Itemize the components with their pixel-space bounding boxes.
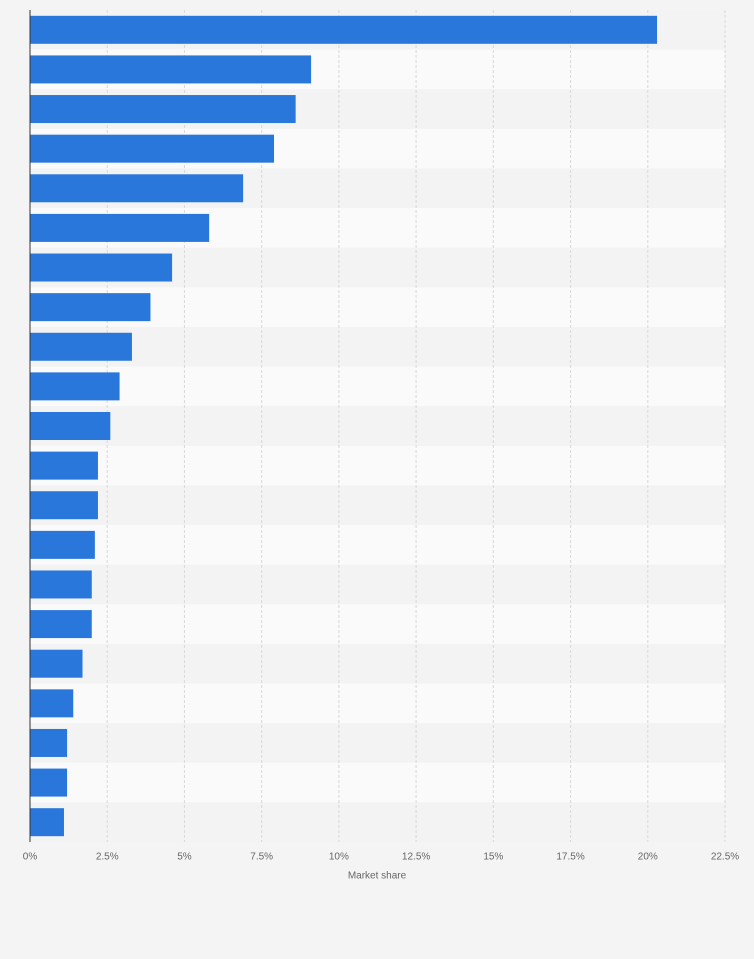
bar bbox=[30, 491, 98, 520]
x-tick-label: 20% bbox=[638, 852, 658, 863]
bar bbox=[30, 95, 296, 124]
bar bbox=[30, 570, 92, 599]
x-tick-label: 2.5% bbox=[96, 852, 119, 863]
x-tick-label: 22.5% bbox=[711, 852, 739, 863]
row-band bbox=[30, 723, 725, 763]
bar bbox=[30, 768, 68, 797]
row-band bbox=[30, 604, 725, 644]
bar bbox=[30, 451, 98, 480]
bar bbox=[30, 174, 244, 203]
bar bbox=[30, 808, 64, 837]
row-band bbox=[30, 366, 725, 407]
bar bbox=[30, 412, 111, 440]
x-tick-label: 5% bbox=[177, 852, 192, 863]
x-axis-label: Market share bbox=[348, 871, 407, 882]
row-band bbox=[30, 683, 725, 724]
row-band bbox=[30, 406, 725, 446]
bar bbox=[30, 293, 151, 322]
row-band bbox=[30, 643, 725, 684]
bar bbox=[30, 530, 95, 559]
bar bbox=[30, 372, 120, 401]
bar bbox=[30, 253, 173, 282]
bar bbox=[30, 15, 658, 44]
x-tick-label: 12.5% bbox=[402, 852, 430, 863]
bar bbox=[30, 213, 210, 242]
row-band bbox=[30, 762, 725, 803]
row-band bbox=[30, 485, 725, 526]
bar bbox=[30, 610, 92, 639]
row-band bbox=[30, 564, 725, 605]
bar bbox=[30, 649, 83, 678]
x-tick-label: 0% bbox=[23, 852, 38, 863]
row-band bbox=[30, 525, 725, 565]
bar bbox=[30, 134, 275, 163]
bar bbox=[30, 55, 312, 84]
bar bbox=[30, 689, 74, 718]
x-tick-label: 17.5% bbox=[556, 852, 584, 863]
bar bbox=[30, 332, 132, 361]
row-band bbox=[30, 326, 725, 367]
x-tick-label: 7.5% bbox=[250, 852, 273, 863]
x-tick-label: 10% bbox=[329, 852, 349, 863]
row-band bbox=[30, 445, 725, 486]
row-band bbox=[30, 802, 725, 842]
bar bbox=[30, 728, 68, 757]
x-tick-label: 15% bbox=[483, 852, 503, 863]
